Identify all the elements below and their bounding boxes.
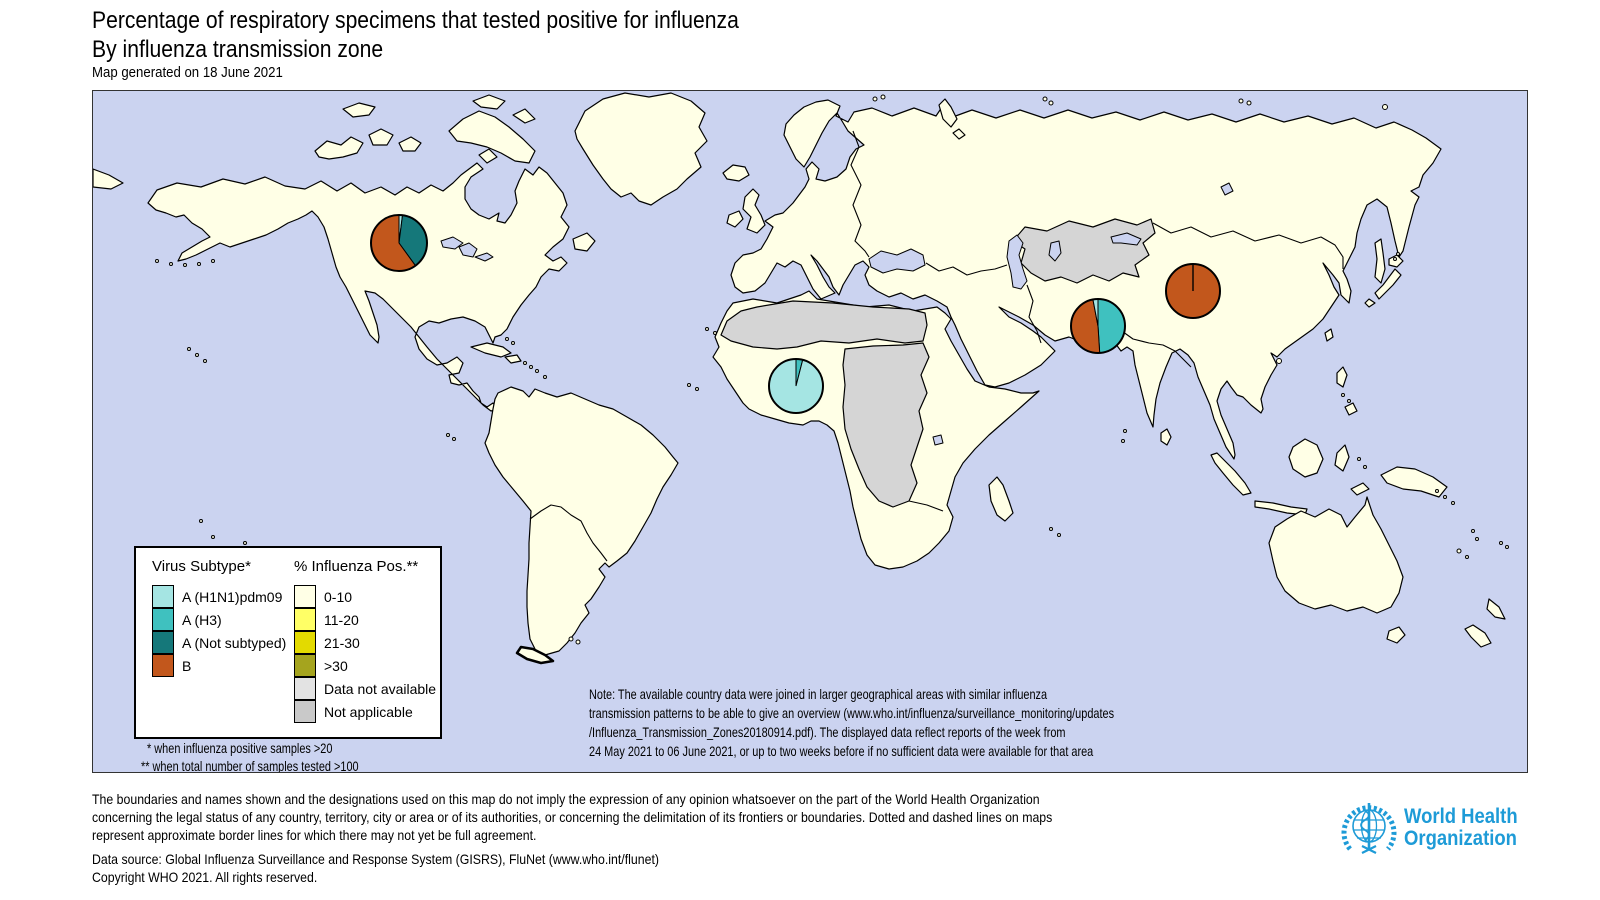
landmass-timor [1350, 482, 1370, 496]
landmass-eurasia [730, 99, 1442, 460]
region-no-data-central-africa [842, 342, 930, 508]
legend-swatch-11-20 [294, 608, 316, 631]
lake-superior [440, 236, 464, 250]
landmass-mindanao [1344, 402, 1358, 416]
zone-border-russia-china [1152, 222, 1344, 269]
lake-michigan-huron [458, 242, 478, 258]
landmass-sumatra [1210, 452, 1252, 496]
landmass-australia [1268, 496, 1404, 614]
zone-border-iran-pakistan [1026, 284, 1042, 344]
legend-swatch-21-30 [294, 631, 316, 654]
landmass-iceland [722, 164, 750, 182]
data-source: Data source: Global Influenza Surveillan… [92, 851, 659, 885]
landmass-taiwan [1324, 328, 1334, 342]
landmass-novaya-zemlya [952, 128, 966, 140]
landmass-sulawesi [1334, 444, 1350, 472]
who-emblem [1341, 803, 1397, 854]
pie-north-america [370, 214, 428, 272]
landmass-tierra-del-fuego [515, 645, 555, 665]
lake-baikal [1220, 182, 1234, 196]
zone-border-east-africa [908, 500, 944, 512]
landmass-luzon [1336, 366, 1348, 388]
page-title: Percentage of respiratory specimens that… [92, 6, 827, 64]
legend-swatch-h3 [152, 608, 174, 631]
landmass-ireland [726, 210, 744, 228]
landmass-cuba [470, 342, 512, 358]
landmass-sakhalin [1374, 238, 1386, 284]
caspian-sea [1006, 234, 1028, 290]
map-legend: Virus Subtype* % Influenza Pos.** A (H1N… [134, 546, 442, 739]
landmass-north-america [147, 162, 570, 412]
legend-footnote-2: ** when total number of samples tested >… [141, 758, 359, 773]
aral-sea [1048, 240, 1062, 262]
landmass-baffin-island [448, 110, 536, 164]
zone-border-europe-russia [850, 130, 870, 258]
zone-border-caucasus [925, 262, 1008, 276]
landmass-sri-lanka [1160, 428, 1172, 446]
landmass-hokkaido [1388, 254, 1404, 268]
landmass-arctic-island [314, 136, 364, 160]
landmass-kyushu [1364, 298, 1376, 308]
landmass-great-britain [742, 188, 766, 234]
world-map: Virus Subtype* % Influenza Pos.** A (H1N… [92, 90, 1528, 773]
legend-footnote-1: * when influenza positive samples >20 [147, 740, 333, 756]
landmass-new-zealand-south [1464, 624, 1492, 648]
legend-pos-header: % Influenza Pos.** [294, 558, 419, 575]
landmass-madagascar [988, 476, 1014, 522]
legend-swatch-h1n1 [152, 585, 174, 608]
legend-swatch-no-data [294, 677, 316, 700]
landmass-arctic-island [478, 148, 498, 164]
pie-eastern-asia [1165, 263, 1221, 319]
landmass-new-guinea [1380, 466, 1448, 498]
region-no-data-central-asia [1012, 218, 1156, 284]
landmass-chukotka-west [93, 168, 124, 190]
map-generated-date: Map generated on 18 June 2021 [92, 64, 283, 81]
lake-erie-ontario [474, 252, 494, 262]
boundaries-disclaimer: The boundaries and names shown and the d… [92, 791, 1053, 843]
landmass-tasmania [1386, 626, 1406, 644]
landmass-hispaniola [504, 354, 522, 364]
legend-swatch-b [152, 654, 174, 677]
legend-virus-header: Virus Subtype* [152, 558, 251, 575]
lake-victoria [932, 434, 944, 446]
title-line2: By influenza transmission zone [92, 36, 384, 63]
legend-swatch-0-10 [294, 585, 316, 608]
legend-swatch-not-applicable [294, 700, 316, 723]
landmass-greenland [574, 92, 708, 206]
landmass-arctic-island [398, 136, 422, 152]
world-map-svg [93, 92, 1509, 665]
zone-border-south-america [529, 504, 608, 562]
who-wordmark: World Health Organization [1404, 805, 1518, 850]
landmass-honshu [1374, 268, 1402, 300]
pie-west-africa [768, 358, 824, 414]
region-no-data-north-africa [720, 300, 928, 350]
landmass-borneo [1288, 438, 1324, 478]
map-note: Note: The available country data were jo… [589, 686, 1115, 759]
pie-southern-asia [1070, 298, 1126, 354]
legend-swatch-notsubtyped [152, 631, 174, 654]
who-snake [1360, 810, 1370, 841]
black-sea [868, 248, 926, 274]
landmass-novaya-zemlya [938, 98, 958, 128]
landmass-arctic-island [342, 102, 376, 118]
landmass-newfoundland [572, 232, 596, 252]
lake-balkhash [1110, 232, 1142, 246]
landmass-arctic-island [472, 94, 506, 110]
title-line1: Percentage of respiratory specimens that… [92, 7, 739, 34]
landmass-arctic-island [512, 108, 536, 124]
legend-swatch-30plus [294, 654, 316, 677]
landmass-arctic-island [368, 128, 394, 146]
landmass-new-zealand-north [1486, 598, 1506, 620]
